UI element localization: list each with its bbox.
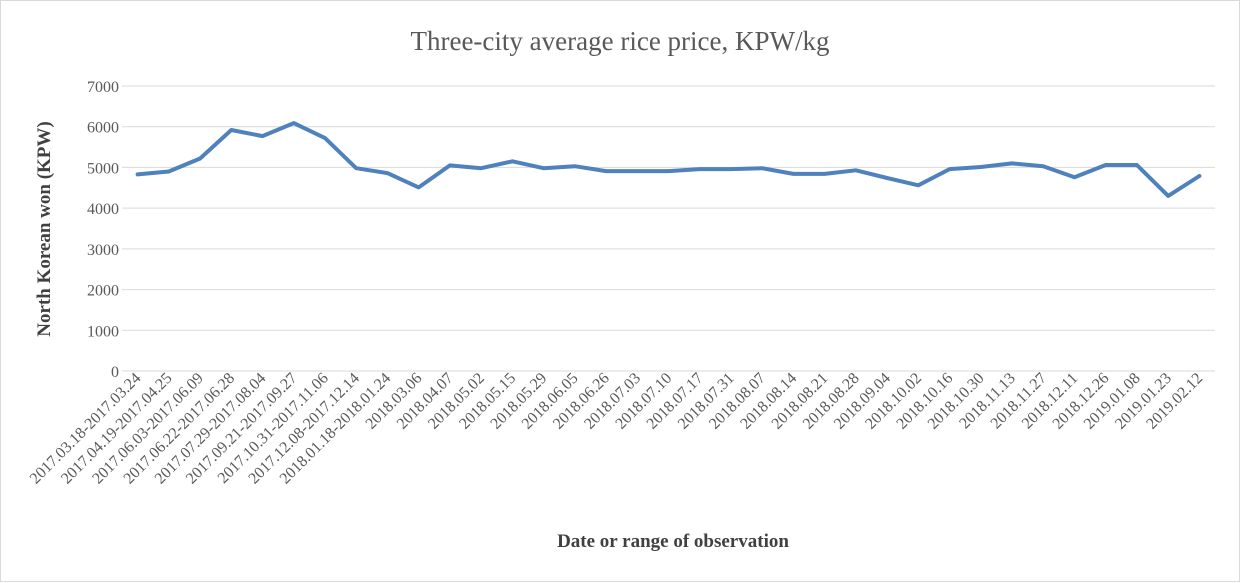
y-axis-title: North Korean won (KPW) xyxy=(34,121,55,337)
y-tick-label: 4000 xyxy=(87,201,119,218)
y-axis-ticks: 0 1000 2000 3000 4000 5000 6000 7000 xyxy=(87,79,119,381)
y-tick-label: 6000 xyxy=(87,120,119,137)
x-axis-title: Date or range of observation xyxy=(557,531,789,552)
series-layer xyxy=(138,123,1200,196)
gridlines xyxy=(122,86,1215,371)
y-tick-label: 2000 xyxy=(87,283,119,300)
y-tick-label: 5000 xyxy=(87,160,119,177)
x-axis-ticks: 2017.03.18-2017.03.242017.04.19-2017.04.… xyxy=(27,370,1206,488)
y-tick-label: 3000 xyxy=(87,242,119,259)
y-tick-label: 0 xyxy=(111,364,119,381)
chart-title: Three-city average rice price, KPW/kg xyxy=(410,26,829,56)
y-tick-label: 1000 xyxy=(87,323,119,340)
y-tick-label: 7000 xyxy=(87,79,119,96)
series-line xyxy=(138,123,1200,196)
